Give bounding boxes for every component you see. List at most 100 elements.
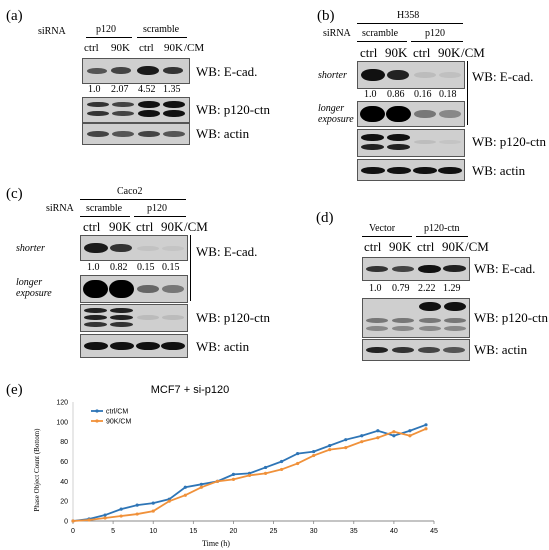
group-underline [362,236,412,237]
data-point [71,519,75,523]
data-point [103,516,107,520]
y-axis-label: Phase Object Count (Bottom) [33,428,41,512]
lane-label: ctrl [139,42,154,54]
ecad-bracket [467,61,468,125]
data-point [119,507,123,511]
lane-label: 90K [438,45,461,60]
quant-value: 0.15 [162,262,180,273]
legend-entry: 90K/CM [106,419,131,426]
data-point [231,472,236,476]
y-tick-label: 20 [60,499,68,506]
group-underline [137,37,187,38]
quant-value: 1.0 [88,84,101,95]
data-point [392,434,396,438]
quant-value: 1.29 [443,283,461,294]
cm-label: /CM [184,42,205,54]
data-point [199,485,203,489]
blot-ecad [82,58,190,84]
quant-value: 1.35 [163,84,181,95]
group-label: scramble [362,28,399,39]
y-tick-label: 80 [60,439,68,446]
y-tick-label: 100 [56,419,68,426]
y-tick-label: 120 [56,400,68,407]
wb-label: WB: E-cad. [474,261,536,276]
data-point [183,485,187,489]
data-point [328,444,332,448]
blot-ecad-long [80,275,188,303]
wb-label: WB: p120-ctn [196,102,271,117]
lane-label: ctrl [417,239,435,254]
data-point [344,446,348,450]
data-point [215,479,219,483]
wb-label: WB: E-cad. [472,69,534,84]
lane-label: ctrl [364,239,382,254]
data-point [151,509,155,513]
data-point [360,440,364,444]
quant-value: 2.07 [111,84,129,95]
quant-value: 0.18 [439,89,457,100]
data-point [424,423,428,427]
data-point [344,438,348,442]
quant-value: 0.82 [110,262,128,273]
data-point [183,493,187,497]
blot-ecad-short [357,61,465,89]
data-point [296,461,300,466]
blot-actin [80,334,188,358]
lane-label: ctrl [413,45,431,60]
wb-label: WB: actin [472,163,526,178]
cell-line-label: Caco2 [117,186,143,197]
quant-value: 1.0 [87,262,100,273]
ecad-bracket [190,235,191,301]
x-tick-label: 35 [350,528,358,535]
blot-ecad-long [357,101,465,127]
cell-line-underline [80,199,186,200]
quant-value: 1.0 [369,283,382,294]
quant-value: 0.15 [137,262,155,273]
data-point [199,482,203,486]
data-point [360,434,364,438]
cm-label: /CM [465,239,489,254]
cell-line-label: H358 [397,10,420,21]
blot-p120 [82,97,190,123]
wb-label: WB: p120-ctn [474,310,549,325]
x-tick-label: 20 [230,528,238,535]
panel-c-label: (c) [6,186,23,202]
data-point [392,430,396,434]
panel-d-label: (d) [316,210,334,226]
cm-label: /CM [184,219,208,234]
wb-label: WB: E-cad. [196,244,258,259]
data-point [119,514,123,518]
wb-label: WB: E-cad. [196,64,258,79]
group-underline [416,236,468,237]
quant-value: 1.0 [364,89,377,100]
blot-p120 [80,304,188,332]
blot-ecad [362,257,470,281]
lane-label: 90K [164,42,183,54]
wb-label: WB: actin [196,126,250,141]
cell-line-underline [357,23,463,24]
lane-label: 90K [111,42,130,54]
data-point [279,467,284,472]
y-tick-label: 40 [60,479,68,486]
data-point [408,434,412,438]
longer-exposure-label: longer exposure [16,277,52,299]
blot-actin [362,339,470,361]
wb-label: WB: actin [474,342,528,357]
data-point [151,501,155,505]
blot-p120 [357,129,465,157]
lane-label: 90K [109,219,132,234]
group-label: p120 [147,203,167,214]
x-tick-label: 5 [111,528,115,535]
lane-label: ctrl [83,219,101,234]
data-point [408,429,412,433]
data-point [103,513,107,517]
data-point [247,473,252,477]
x-tick-label: 0 [71,528,75,535]
data-point [263,471,268,475]
y-tick-label: 60 [60,459,68,466]
data-point [87,518,91,522]
data-point [376,436,380,440]
lane-label: 90K [389,239,412,254]
sirna-label: siRNA [323,28,351,39]
group-underline [357,41,407,42]
